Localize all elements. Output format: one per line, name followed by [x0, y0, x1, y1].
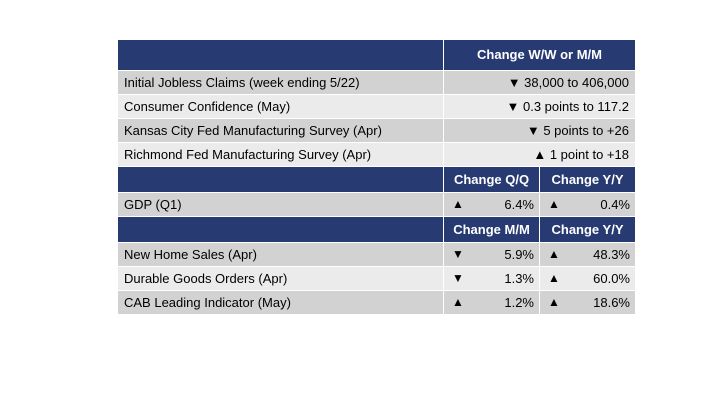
- yy-value: 0.4%: [600, 197, 630, 212]
- indicators-table: Change W/W or M/M Initial Jobless Claims…: [118, 40, 635, 315]
- yy-cell: ▲ 18.6%: [540, 291, 635, 314]
- triangle-down-icon: ▼: [452, 247, 464, 261]
- section3-header-row: Change M/M Change Y/Y: [118, 217, 635, 243]
- qq-cell: ▲ 6.4%: [444, 193, 540, 216]
- row-value: ▼ 0.3 points to 117.2: [506, 99, 629, 114]
- section2-header-row: Change Q/Q Change Y/Y: [118, 167, 635, 193]
- mm-value: 1.2%: [504, 295, 534, 310]
- row-value: ▲ 1 point to +18: [533, 147, 629, 162]
- table-row: Consumer Confidence (May) ▼ 0.3 points t…: [118, 95, 635, 119]
- table-row: GDP (Q1) ▲ 6.4% ▲ 0.4%: [118, 193, 635, 217]
- header-change-mm: Change M/M: [444, 217, 540, 242]
- yy-cell: ▲ 48.3%: [540, 243, 635, 266]
- row-label: Durable Goods Orders (Apr): [118, 267, 444, 290]
- row-label: Richmond Fed Manufacturing Survey (Apr): [118, 143, 444, 166]
- triangle-up-icon: ▲: [452, 295, 464, 309]
- row-label: GDP (Q1): [118, 193, 444, 216]
- table-row: Durable Goods Orders (Apr) ▼ 1.3% ▲ 60.0…: [118, 267, 635, 291]
- mm-cell: ▲ 1.2%: [444, 291, 540, 314]
- yy-value: 48.3%: [593, 247, 630, 262]
- row-value: ▼ 5 points to +26: [526, 123, 629, 138]
- header-blank: [118, 40, 444, 70]
- yy-cell: ▲ 60.0%: [540, 267, 635, 290]
- table-row: Kansas City Fed Manufacturing Survey (Ap…: [118, 119, 635, 143]
- row-label: CAB Leading Indicator (May): [118, 291, 444, 314]
- mm-value: 5.9%: [504, 247, 534, 262]
- row-label: New Home Sales (Apr): [118, 243, 444, 266]
- mm-cell: ▼ 5.9%: [444, 243, 540, 266]
- triangle-up-icon: ▲: [452, 197, 464, 211]
- triangle-up-icon: ▲: [548, 247, 560, 261]
- header-blank: [118, 167, 444, 192]
- triangle-down-icon: ▼: [452, 271, 464, 285]
- mm-cell: ▼ 1.3%: [444, 267, 540, 290]
- triangle-up-icon: ▲: [548, 295, 560, 309]
- row-value: ▼ 38,000 to 406,000: [507, 75, 629, 90]
- header-change-yy: Change Y/Y: [551, 222, 624, 237]
- header-change-ww-mm: Change W/W or M/M: [477, 47, 602, 62]
- header-change-yy: Change Y/Y: [551, 172, 624, 187]
- yy-value: 18.6%: [593, 295, 630, 310]
- triangle-up-icon: ▲: [548, 197, 560, 211]
- header-change-qq: Change Q/Q: [444, 167, 540, 192]
- triangle-up-icon: ▲: [548, 271, 560, 285]
- table-row: Initial Jobless Claims (week ending 5/22…: [118, 71, 635, 95]
- row-label: Consumer Confidence (May): [118, 95, 444, 118]
- table-row: New Home Sales (Apr) ▼ 5.9% ▲ 48.3%: [118, 243, 635, 267]
- table-row: Richmond Fed Manufacturing Survey (Apr) …: [118, 143, 635, 167]
- section1-header-row: Change W/W or M/M: [118, 40, 635, 71]
- yy-cell: ▲ 0.4%: [540, 193, 635, 216]
- mm-value: 1.3%: [504, 271, 534, 286]
- row-label: Initial Jobless Claims (week ending 5/22…: [118, 71, 444, 94]
- qq-value: 6.4%: [504, 197, 534, 212]
- yy-value: 60.0%: [593, 271, 630, 286]
- table-row: CAB Leading Indicator (May) ▲ 1.2% ▲ 18.…: [118, 291, 635, 315]
- header-blank: [118, 217, 444, 242]
- row-label: Kansas City Fed Manufacturing Survey (Ap…: [118, 119, 444, 142]
